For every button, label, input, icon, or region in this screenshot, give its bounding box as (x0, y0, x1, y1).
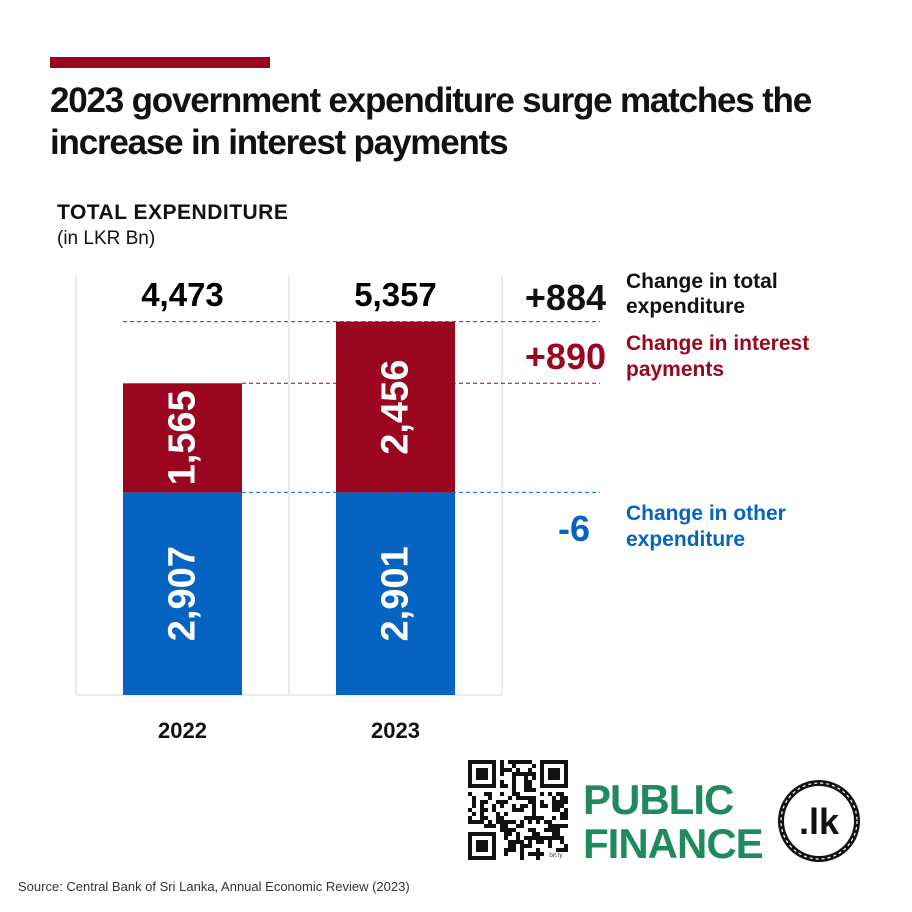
segment-label-interest-2023: 2,456 (375, 360, 417, 455)
change-other-value: -6 (558, 508, 590, 549)
change-interest-label-line1: Change in interest (626, 332, 809, 355)
brand-logo-line1: PUBLIC (583, 776, 734, 823)
change-interest-value: +890 (525, 336, 606, 377)
bar-other-2022 (123, 492, 242, 695)
total-label-2023: 5,357 (354, 276, 437, 313)
segment-label-interest-2022: 1,565 (162, 390, 204, 485)
qr-caption: bit.ly (549, 852, 563, 859)
change-total-value: +884 (525, 277, 606, 318)
brand-logo-line2: FINANCE (583, 820, 764, 867)
total-label-2022: 4,473 (141, 276, 224, 313)
category-label-2022: 2022 (158, 718, 207, 743)
source-note: Source: Central Bank of Sri Lanka, Annua… (18, 879, 410, 894)
segment-label-other-2023: 2,901 (375, 546, 417, 641)
brand-logo: PUBLIC FINANCE (583, 778, 783, 866)
brand-badge-text: .lk (799, 801, 840, 842)
change-interest-label-line2: payments (626, 358, 724, 381)
brand-badge-icon: .lk (778, 780, 860, 862)
change-other-label-line2: expenditure (626, 528, 745, 551)
bar-interest-2022 (123, 383, 242, 493)
accent-bar (50, 57, 270, 68)
chart-unit: (in LKR Bn) (57, 228, 156, 249)
category-label-2023: 2023 (371, 718, 420, 743)
bar-other-2023 (336, 492, 455, 695)
bar-interest-2023 (336, 321, 455, 493)
page-title: 2023 government expenditure surge matche… (50, 81, 812, 162)
segment-label-other-2022: 2,907 (162, 546, 204, 641)
chart-subtitle: TOTAL EXPENDITURE (57, 201, 289, 224)
change-total-label-line2: expenditure (626, 295, 745, 318)
change-total-label-line1: Change in total (626, 270, 778, 293)
change-other-label-line1: Change in other (626, 502, 786, 525)
qr-code-icon: bit.ly (468, 760, 568, 860)
